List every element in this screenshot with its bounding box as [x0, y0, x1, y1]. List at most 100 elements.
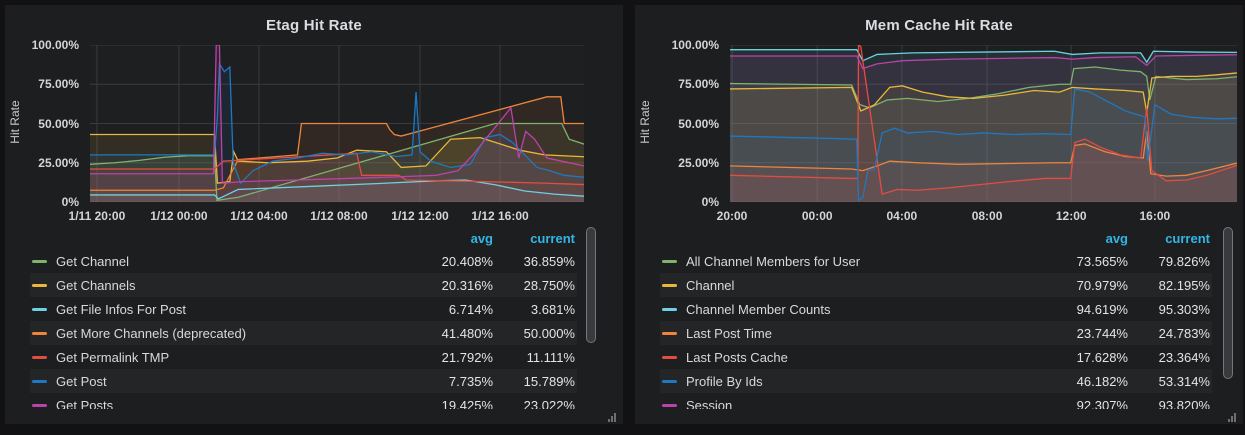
series-line: [730, 89, 1237, 200]
series-name[interactable]: Get More Channels (deprecated): [56, 325, 247, 341]
series-color-swatch[interactable]: [32, 379, 47, 383]
x-tick-label: 1/12 12:00: [391, 209, 449, 223]
legend-row[interactable]: All Channel Members for User 73.565% 79.82…: [660, 249, 1212, 273]
series-color-swatch[interactable]: [662, 379, 677, 383]
series-color-swatch[interactable]: [32, 259, 47, 263]
series-current-value: 50.000%: [523, 325, 575, 341]
legend-row[interactable]: Last Posts Cache 17.628% 23.364%: [660, 345, 1212, 369]
series-current-value: 93.820%: [1158, 397, 1210, 410]
series-avg-value: 94.619%: [1076, 301, 1128, 317]
y-tick-label: 25.00%: [678, 155, 719, 170]
series-line: [730, 73, 1237, 113]
x-tick-label: 20:00: [716, 209, 748, 223]
legend-row[interactable]: Channel 70.979% 82.195%: [660, 273, 1212, 297]
series-color-swatch[interactable]: [32, 331, 47, 335]
series-current-value: 11.111%: [526, 349, 575, 365]
y-axis-ticks: 100.00% 75.00% 50.00% 25.00% 0%: [5, 38, 85, 209]
series-name[interactable]: Get Channels: [56, 277, 136, 293]
panel-title[interactable]: Mem Cache Hit Rate: [865, 17, 1013, 34]
y-tick-label: 100.00%: [671, 38, 719, 52]
series-fill: [730, 49, 1237, 202]
series-fill: [90, 123, 584, 202]
legend-header-current[interactable]: current: [1165, 231, 1210, 246]
series-fill: [90, 180, 584, 202]
legend-header-avg[interactable]: avg: [470, 231, 493, 246]
series-name[interactable]: Profile By Ids: [686, 373, 763, 389]
x-tick-label: 1/12 08:00: [310, 209, 368, 223]
y-tick-label: 0%: [61, 195, 79, 209]
series-avg-value: 19.425%: [441, 397, 493, 410]
series-color-swatch[interactable]: [662, 403, 677, 407]
series-name[interactable]: Session: [686, 397, 733, 410]
series-color-swatch[interactable]: [32, 307, 47, 311]
series-name[interactable]: All Channel Members for User: [686, 253, 861, 269]
series-current-value: 79.826%: [1158, 253, 1210, 269]
series-avg-value: 17.628%: [1076, 349, 1128, 365]
series-name[interactable]: Get File Infos For Post: [56, 301, 187, 317]
series-name[interactable]: Channel Member Counts: [686, 301, 831, 317]
x-tick-label: 08:00: [971, 209, 1003, 223]
series-avg-value: 46.182%: [1076, 373, 1128, 389]
series-fill: [90, 45, 584, 202]
panel-resize-handle[interactable]: [608, 412, 620, 422]
series-color-swatch[interactable]: [32, 355, 47, 359]
legend-row[interactable]: Get File Infos For Post 6.714% 3.681%: [30, 297, 577, 321]
y-tick-label: 100.00%: [31, 38, 79, 52]
series-name[interactable]: Last Post Time: [686, 325, 772, 341]
series-name[interactable]: Get Permalink TMP: [56, 349, 170, 365]
legend-table: avg current Get Channel 20.408% 36.859% Get C…: [30, 228, 577, 409]
legend-row[interactable]: Get Posts 19.425% 23.022%: [30, 393, 577, 409]
series-avg-value: 21.792%: [441, 349, 493, 365]
series-avg-value: 23.744%: [1076, 325, 1128, 341]
series-name[interactable]: Get Posts: [56, 397, 114, 410]
series-avg-value: 41.480%: [441, 325, 493, 341]
series-current-value: 24.783%: [1158, 325, 1210, 341]
chart-plot-area[interactable]: [730, 45, 1237, 202]
legend-header-current[interactable]: current: [530, 231, 575, 246]
series-fill: [730, 45, 1237, 202]
series-fill: [730, 54, 1237, 202]
panel-resize-handle[interactable]: [1228, 412, 1240, 422]
chart-canvas: [730, 45, 1237, 202]
series-name[interactable]: Last Posts Cache: [686, 349, 788, 365]
series-current-value: 15.789%: [523, 373, 575, 389]
series-color-swatch[interactable]: [662, 355, 677, 359]
series-color-swatch[interactable]: [32, 403, 47, 407]
legend-row[interactable]: Channel Member Counts 94.619% 95.303%: [660, 297, 1212, 321]
y-tick-label: 25.00%: [38, 155, 79, 170]
series-color-swatch[interactable]: [32, 283, 47, 287]
legend-row[interactable]: Profile By Ids 46.182% 53.314%: [660, 369, 1212, 393]
series-line: [730, 45, 1237, 194]
series-color-swatch[interactable]: [662, 307, 677, 311]
x-tick-label: 1/12 00:00: [150, 209, 208, 223]
x-tick-label: 1/12 16:00: [471, 209, 529, 223]
x-axis-ticks: 1/11 20:00 1/12 00:00 1/12 04:00 1/12 08:00…: [69, 209, 584, 225]
series-color-swatch[interactable]: [662, 259, 677, 263]
legend-row[interactable]: Get Permalink TMP 21.792% 11.111%: [30, 345, 577, 369]
x-tick-label: 00:00: [801, 209, 833, 223]
legend-scrollbar[interactable]: [1223, 227, 1233, 379]
legend-row[interactable]: Last Post Time 23.744% 24.783%: [660, 321, 1212, 345]
x-tick-label: 1/11 20:00: [68, 209, 126, 223]
series-name[interactable]: Channel: [686, 277, 735, 293]
series-color-swatch[interactable]: [662, 283, 677, 287]
series-avg-value: 70.979%: [1076, 277, 1128, 293]
legend-row[interactable]: Get Channel 20.408% 36.859%: [30, 249, 577, 273]
panel-title[interactable]: Etag Hit Rate: [266, 17, 362, 34]
x-tick-label: 04:00: [886, 209, 918, 223]
series-name[interactable]: Get Post: [56, 373, 107, 389]
legend-scrollbar[interactable]: [586, 227, 596, 343]
legend-row[interactable]: Session 92.307% 93.820%: [660, 393, 1212, 409]
series-avg-value: 20.408%: [441, 253, 493, 269]
legend-row[interactable]: Get More Channels (deprecated) 41.480% 50.…: [30, 321, 577, 345]
legend-header-avg[interactable]: avg: [1105, 231, 1128, 246]
series-current-value: 95.303%: [1158, 301, 1210, 317]
legend-row[interactable]: Get Channels 20.316% 28.750%: [30, 273, 577, 297]
y-axis-ticks: 100.00% 75.00% 50.00% 25.00% 0%: [635, 38, 725, 209]
series-avg-value: 7.735%: [448, 373, 493, 389]
legend-row[interactable]: Get Post 7.735% 15.789%: [30, 369, 577, 393]
chart-plot-area[interactable]: [90, 45, 584, 202]
series-color-swatch[interactable]: [662, 331, 677, 335]
x-tick-label: 12:00: [1055, 209, 1087, 223]
series-name[interactable]: Get Channel: [56, 253, 129, 269]
